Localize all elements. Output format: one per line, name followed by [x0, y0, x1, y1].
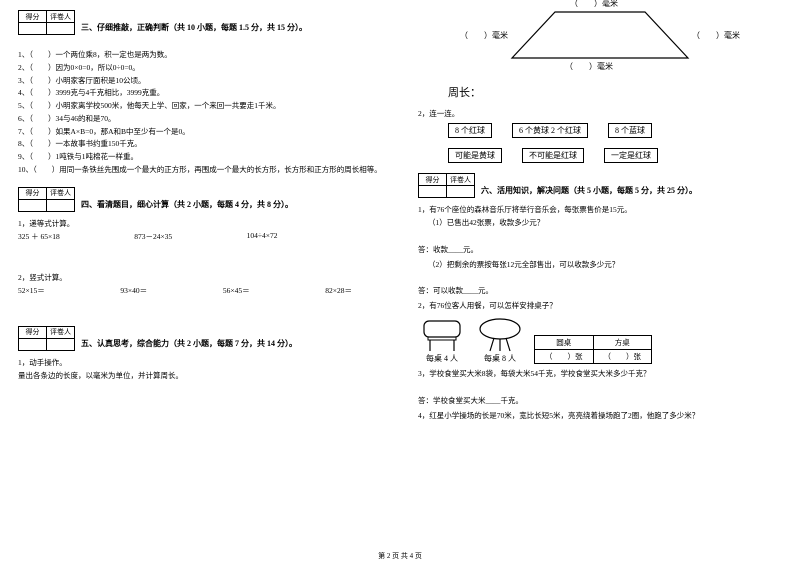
s3-q8: 8、（ ）一本故事书约重150千克。: [18, 138, 382, 151]
s3-q4: 4、（ ）3999克与4千克相比，3999克重。: [18, 87, 382, 100]
s6-a1b: 答：可以收款____元。: [418, 285, 782, 296]
tables-figure: 每桌 4 人 每桌 8 人 圆桌 方桌 （ ）张 （ ）张: [418, 317, 782, 364]
section4-header: 得分 评卷人 四、看清题目，细心计算（共 2 小题，每题 4 分，共 8 分）。: [18, 187, 382, 212]
match-box: 6 个黄球 2 个红球: [512, 123, 588, 138]
score-table-4: 得分 评卷人: [18, 187, 75, 212]
section6-title: 六、活用知识，解决问题（共 5 小题，每题 5 分，共 25 分）。: [481, 185, 697, 198]
trap-bottom-label: （ ）毫米: [565, 61, 613, 72]
calc: 104÷4×72: [247, 231, 278, 242]
s6-q1a: （1）已售出42张票，收款多少元？: [428, 217, 782, 230]
s5-line1: 量出各条边的长度，以毫米为单位，并计算周长。: [18, 370, 382, 383]
s6-a1a: 答：收款____元。: [418, 244, 782, 255]
section6-header: 得分 评卷人 六、活用知识，解决问题（共 5 小题，每题 5 分，共 25 分）…: [418, 173, 782, 198]
s6-a3: 答：学校食堂买大米____千克。: [418, 395, 782, 406]
trapezoid-figure: （ ）毫米 （ ）毫米 （ ）毫米 （ ）毫米: [418, 10, 782, 60]
match-box: 不可能是红球: [522, 148, 584, 163]
calc: 52×15＝: [18, 285, 45, 296]
match-box: 8 个蓝球: [608, 123, 652, 138]
match-box: 一定是红球: [604, 148, 658, 163]
score-table-5: 得分 评卷人: [18, 326, 75, 351]
table-label-1: 每桌 4 人: [418, 353, 466, 364]
s3-q5: 5、（ ）小明家离学校500米，他每天上学、回家，一个来回一共要走1千米。: [18, 100, 382, 113]
blank-cell: [47, 199, 75, 211]
s3-q1: 1、（ ）一个两位乘8，积一定也是两为数。: [18, 49, 382, 62]
page-footer: 第 2 页 共 4 页: [0, 551, 800, 561]
blank-cell: [447, 186, 475, 198]
s3-q3: 3、（ ）小明家客厅面积是10公顷。: [18, 75, 382, 88]
grid-h1: 圆桌: [535, 336, 594, 350]
trap-right-label: （ ）毫米: [692, 30, 740, 41]
score-cell: 得分: [19, 11, 47, 23]
calc: 93×40＝: [120, 285, 147, 296]
s5-sub1: 1，动手操作。: [18, 357, 382, 368]
grader-cell: 评卷人: [47, 326, 75, 338]
grader-cell: 评卷人: [47, 187, 75, 199]
section3-title: 三、仔细推敲，正确判断（共 10 小题，每题 1.5 分，共 15 分）。: [81, 22, 307, 35]
grader-cell: 评卷人: [447, 174, 475, 186]
match-box: 可能是黄球: [448, 148, 502, 163]
right-column: （ ）毫米 （ ）毫米 （ ）毫米 （ ）毫米 周长： 2，连一连。 8 个红球…: [400, 0, 800, 565]
blank-cell: [47, 338, 75, 350]
section5-title: 五、认真思考，综合能力（共 2 小题，每题 7 分，共 14 分）。: [81, 338, 297, 351]
match-bottom-row: 可能是黄球 不可能是红球 一定是红球: [448, 148, 782, 163]
s4-sub2: 2，竖式计算。: [18, 272, 382, 283]
grid-h2: 方桌: [593, 336, 652, 350]
s6-q4: 4，红星小学操场的长是70米，宽比长短5米，亮亮绕着操场跑了2圈，他跑了多少米？: [418, 410, 782, 423]
s6-q1: 1，有76个座位的森林音乐厅将举行音乐会，每张票售价是15元。: [418, 204, 782, 217]
calc: 56×45＝: [223, 285, 250, 296]
table-label-2: 每桌 8 人: [476, 353, 524, 364]
blank-cell: [19, 338, 47, 350]
s6-q3: 3，学校食堂买大米8袋，每袋大米54千克，学校食堂买大米多少千克？: [418, 368, 782, 381]
left-column: 得分 评卷人 三、仔细推敲，正确判断（共 10 小题，每题 1.5 分，共 15…: [0, 0, 400, 565]
s4-sub1: 1，递等式计算。: [18, 218, 382, 229]
grid-c2: （ ）张: [593, 350, 652, 364]
section4-title: 四、看清题目，细心计算（共 2 小题，每题 4 分，共 8 分）。: [81, 199, 293, 212]
s3-q9: 9、（ ）1吨铁与1吨棉花一样重。: [18, 151, 382, 164]
score-cell: 得分: [19, 187, 47, 199]
match-top-row: 8 个红球 6 个黄球 2 个红球 8 个蓝球: [448, 123, 782, 138]
score-cell: 得分: [419, 174, 447, 186]
perimeter-label: 周长：: [448, 84, 782, 100]
trap-left-label: （ ）毫米: [460, 30, 508, 41]
section5-header: 得分 评卷人 五、认真思考，综合能力（共 2 小题，每题 7 分，共 14 分）…: [18, 326, 382, 351]
s6-q2: 2，有76位客人用餐，可以怎样安排桌子？: [418, 300, 782, 313]
calc: 325 ＋ 65×18: [18, 231, 60, 242]
trapezoid-icon: [510, 10, 690, 60]
s4-row2: 52×15＝ 93×40＝ 56×45＝ 82×28＝: [18, 285, 382, 296]
blank-cell: [47, 23, 75, 35]
blank-cell: [19, 23, 47, 35]
calc: 82×28＝: [325, 285, 352, 296]
square-table-icon: [418, 317, 466, 353]
section3-header: 得分 评卷人 三、仔细推敲，正确判断（共 10 小题，每题 1.5 分，共 15…: [18, 10, 382, 35]
score-table-3: 得分 评卷人: [18, 10, 75, 35]
grid-c1: （ ）张: [535, 350, 594, 364]
s6-q1b: （2）把剩余的票按每张12元全部售出，可以收款多少元？: [428, 259, 782, 272]
score-cell: 得分: [19, 326, 47, 338]
s3-q6: 6、（ ）34与46的和是70。: [18, 113, 382, 126]
s4-row1: 325 ＋ 65×18 873－24×35 104÷4×72: [18, 231, 382, 242]
calc: 873－24×35: [134, 231, 172, 242]
blank-cell: [19, 199, 47, 211]
round-table-icon: [476, 317, 524, 353]
blank-cell: [419, 186, 447, 198]
seating-table: 圆桌 方桌 （ ）张 （ ）张: [534, 335, 652, 364]
grader-cell: 评卷人: [47, 11, 75, 23]
s3-q10: 10、（ ）用同一条铁丝先围成一个最大的正方形，再围成一个最大的长方形，长方形和…: [18, 164, 382, 177]
trap-top-label: （ ）毫米: [570, 0, 618, 9]
s3-q7: 7、（ ）如果A×B=0，那A和B中至少有一个是0。: [18, 126, 382, 139]
match-title: 2，连一连。: [418, 108, 782, 119]
score-table-6: 得分 评卷人: [418, 173, 475, 198]
match-box: 8 个红球: [448, 123, 492, 138]
s3-q2: 2、（ ）因为0×0=0，所以0÷0=0。: [18, 62, 382, 75]
